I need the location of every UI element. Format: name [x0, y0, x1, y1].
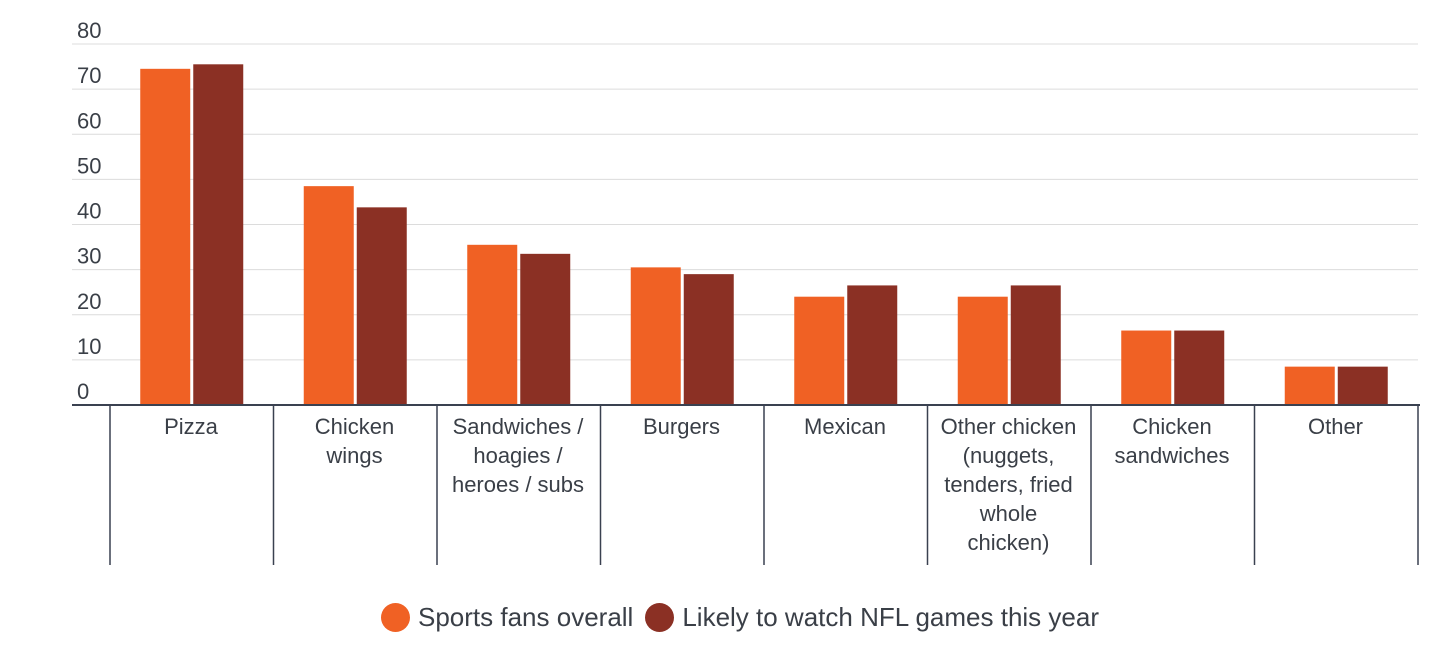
legend-swatch-nfl-watchers — [645, 603, 675, 632]
y-tick-label-60: 60 — [77, 108, 101, 133]
bar-series-0-cat-7 — [1284, 366, 1335, 405]
x-category-label-line: hoagies / — [473, 443, 563, 468]
y-tick-label-30: 30 — [77, 244, 101, 269]
x-category-label-5: Other chicken (nuggets, tenders, fried whol… — [928, 412, 1090, 557]
x-category-label-line: Pizza — [164, 414, 218, 439]
bar-series-0-cat-5 — [957, 296, 1008, 405]
x-category-label-line: Other chicken — [940, 414, 1077, 439]
x-category-label-line: Other — [1307, 414, 1364, 439]
x-category-label-line: Mexican — [804, 414, 886, 439]
bar-series-1-cat-0 — [193, 64, 244, 406]
x-category-label-3: Burgers — [601, 412, 763, 441]
bar-series-1-cat-1 — [356, 207, 407, 405]
x-category-label-line: chicken) — [967, 530, 1050, 555]
x-category-label-line: Sandwiches / — [452, 414, 584, 439]
bar-series-1-cat-2 — [520, 253, 571, 405]
legend-label-sports-fans: Sports fans overall — [418, 602, 634, 632]
bar-series-1-cat-6 — [1174, 330, 1225, 405]
y-tick-label-10: 10 — [77, 334, 101, 359]
bar-series-0-cat-1 — [303, 186, 354, 405]
bar-series-0-cat-2 — [467, 244, 518, 405]
bar-series-1-cat-4 — [847, 285, 898, 405]
legend-swatch-sports-fans — [381, 603, 410, 632]
x-category-label-4: Mexican — [764, 412, 926, 441]
y-tick-label-0: 0 — [77, 379, 89, 404]
legend: Sports fans overall Likely to watch NFL … — [0, 602, 1432, 633]
x-category-label-line: wings — [326, 443, 383, 468]
bar-series-0-cat-3 — [630, 267, 681, 405]
x-category-label-line: whole — [979, 501, 1038, 526]
x-category-label-6: Chicken sandwiches — [1091, 412, 1253, 470]
x-category-label-7: Other — [1255, 412, 1417, 441]
x-category-label-0: Pizza — [110, 412, 272, 441]
legend-label-nfl-watchers: Likely to watch NFL games this year — [682, 602, 1099, 632]
x-category-label-line: Chicken — [314, 414, 395, 439]
bar-series-0-cat-6 — [1121, 330, 1172, 405]
x-category-label-line: sandwiches — [1114, 443, 1230, 468]
legend-item-sports-fans: Sports fans overall — [381, 602, 633, 633]
x-category-label-line: tenders, fried — [944, 472, 1073, 497]
y-tick-label-70: 70 — [77, 63, 101, 88]
x-category-label-line: Burgers — [642, 414, 721, 439]
x-category-label-1: Chicken wings — [274, 412, 436, 470]
y-tick-label-80: 80 — [77, 18, 101, 43]
bar-series-0-cat-4 — [794, 296, 845, 405]
x-category-label-line: Chicken — [1132, 414, 1212, 439]
x-category-label-line: heroes / subs — [451, 472, 585, 497]
x-category-label-line: (nuggets, — [962, 443, 1055, 468]
bar-series-1-cat-7 — [1337, 366, 1388, 405]
y-tick-label-50: 50 — [77, 153, 101, 178]
y-tick-label-40: 40 — [77, 199, 101, 224]
bar-series-1-cat-3 — [683, 274, 734, 405]
bar-series-1-cat-5 — [1010, 285, 1061, 405]
bar-series-0-cat-0 — [140, 68, 191, 405]
legend-item-nfl-watchers: Likely to watch NFL games this year — [645, 602, 1099, 633]
x-category-label-2: Sandwiches / hoagies / heroes / subs — [437, 412, 599, 499]
y-tick-label-20: 20 — [77, 289, 101, 314]
